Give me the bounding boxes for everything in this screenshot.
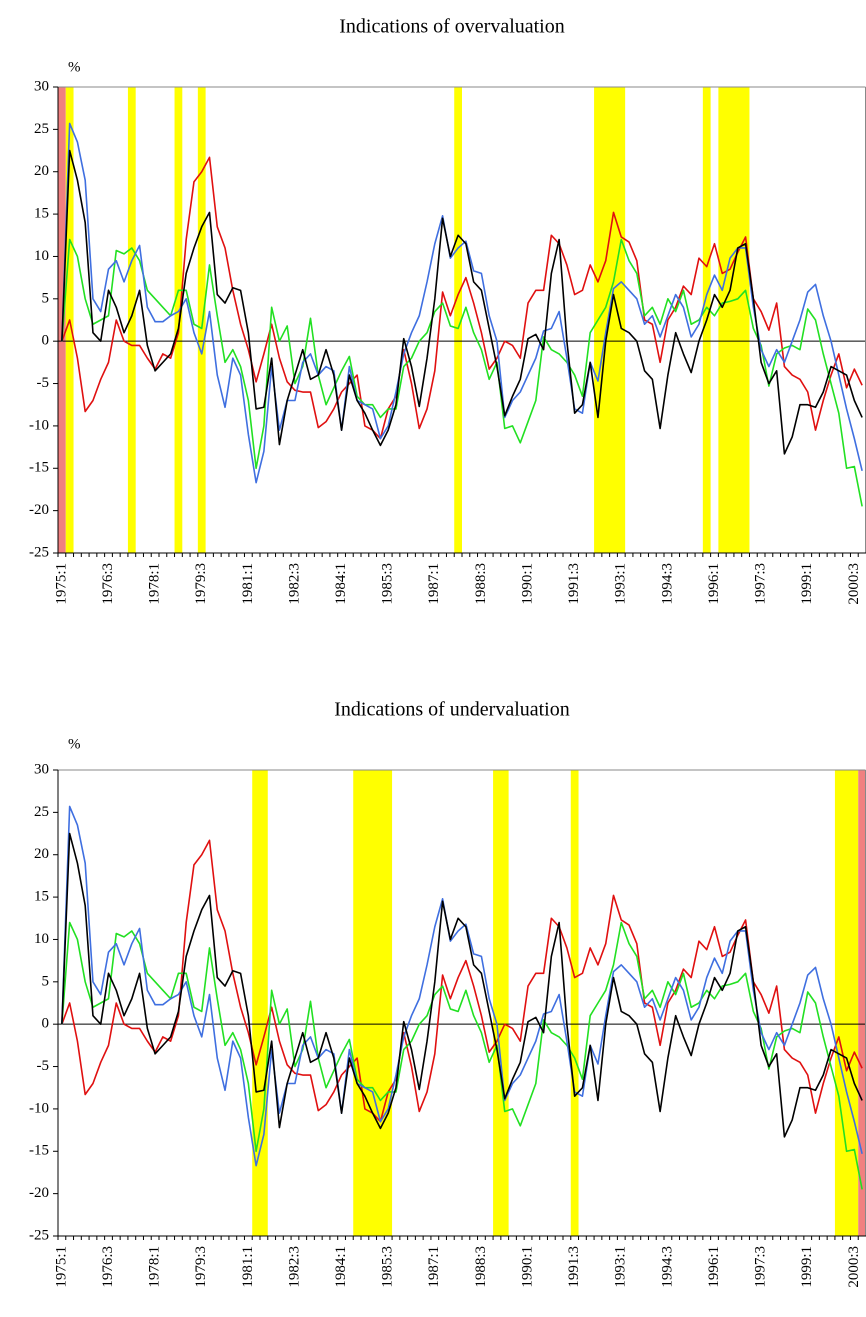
x-tick-label: 1975:1 bbox=[53, 563, 69, 605]
y-tick-label: -5 bbox=[37, 375, 50, 391]
x-tick-label: 1987:1 bbox=[426, 1246, 442, 1288]
x-tick-label: 1978:1 bbox=[147, 563, 163, 605]
x-tick-label: 1978:1 bbox=[147, 1246, 163, 1288]
y-axis-label: % bbox=[68, 736, 81, 752]
x-tick-label: 1994:3 bbox=[659, 563, 675, 605]
shaded-band bbox=[174, 87, 183, 553]
x-tick-label: 1981:1 bbox=[240, 563, 256, 605]
y-tick-label: 15 bbox=[34, 206, 49, 222]
chart-title: Indications of undervaluation bbox=[334, 699, 570, 721]
y-tick-label: -20 bbox=[29, 1185, 49, 1201]
shaded-band bbox=[570, 770, 579, 1236]
shaded-band bbox=[454, 87, 462, 553]
chart: Indications of undervaluation% -25 -20 -15 -… bbox=[29, 699, 866, 1288]
x-tick-label: 1999:1 bbox=[799, 1246, 815, 1288]
y-tick-label: -15 bbox=[29, 460, 49, 476]
y-tick-label: -5 bbox=[37, 1058, 50, 1074]
x-tick-label: 1985:3 bbox=[380, 563, 396, 605]
x-tick-label: 1984:1 bbox=[333, 1246, 349, 1288]
x-tick-label: 1975:1 bbox=[53, 1246, 69, 1288]
y-tick-label: 10 bbox=[34, 248, 49, 264]
y-tick-label: 25 bbox=[34, 804, 49, 820]
x-tick-label: 1985:3 bbox=[380, 1246, 396, 1288]
y-tick-label: 30 bbox=[34, 761, 49, 777]
shaded-band bbox=[127, 87, 136, 553]
x-tick-label: 1990:1 bbox=[519, 563, 535, 605]
y-tick-label: -20 bbox=[29, 502, 49, 518]
shaded-band bbox=[353, 770, 393, 1236]
x-tick-label: 2000:3 bbox=[846, 1246, 862, 1288]
y-tick-label: -10 bbox=[29, 1100, 49, 1116]
x-tick-label: 1976:3 bbox=[100, 563, 116, 605]
y-tick-label: -15 bbox=[29, 1143, 49, 1159]
y-tick-label: 0 bbox=[42, 333, 50, 349]
series-line bbox=[61, 839, 863, 1123]
series-line bbox=[61, 805, 863, 1167]
series-line bbox=[61, 149, 863, 455]
x-tick-label: 1993:1 bbox=[613, 563, 629, 605]
series-line bbox=[61, 122, 863, 484]
y-tick-label: 25 bbox=[34, 121, 49, 137]
x-tick-label: 1982:3 bbox=[286, 563, 302, 605]
x-tick-label: 1991:3 bbox=[566, 1246, 582, 1288]
y-tick-label: -25 bbox=[29, 1227, 49, 1243]
x-tick-label: 1979:3 bbox=[193, 1246, 209, 1288]
shaded-band bbox=[197, 87, 206, 553]
series-line bbox=[61, 921, 863, 1190]
x-tick-label: 1997:3 bbox=[753, 1246, 769, 1288]
x-tick-label: 1994:3 bbox=[659, 1246, 675, 1288]
y-tick-label: 20 bbox=[34, 846, 49, 862]
y-tick-label: 10 bbox=[34, 931, 49, 947]
x-tick-label: 1996:1 bbox=[706, 563, 722, 605]
chart-title: Indications of overvaluation bbox=[339, 16, 565, 38]
x-tick-label: 1988:3 bbox=[473, 563, 489, 605]
shaded-band bbox=[252, 770, 268, 1236]
y-axis-label: % bbox=[68, 59, 81, 75]
series-line bbox=[61, 832, 863, 1138]
y-tick-label: 5 bbox=[42, 290, 50, 306]
x-tick-label: 2000:3 bbox=[846, 563, 862, 605]
shaded-band bbox=[858, 770, 866, 1236]
x-tick-label: 1991:3 bbox=[566, 563, 582, 605]
x-tick-label: 1990:1 bbox=[519, 1246, 535, 1288]
x-tick-label: 1982:3 bbox=[286, 1246, 302, 1288]
x-tick-label: 1987:1 bbox=[426, 563, 442, 605]
x-tick-label: 1999:1 bbox=[799, 563, 815, 605]
y-tick-label: 0 bbox=[42, 1016, 50, 1032]
y-tick-label: 20 bbox=[34, 163, 49, 179]
y-tick-label: -25 bbox=[29, 544, 49, 560]
x-tick-label: 1993:1 bbox=[613, 1246, 629, 1288]
x-tick-label: 1981:1 bbox=[240, 1246, 256, 1288]
shaded-band bbox=[718, 87, 750, 553]
series-line bbox=[61, 238, 863, 507]
x-tick-label: 1976:3 bbox=[100, 1246, 116, 1288]
series-line bbox=[61, 156, 863, 440]
chart: Indications of overvaluation% -25 -20 -15 -1… bbox=[29, 16, 866, 605]
x-tick-label: 1997:3 bbox=[753, 563, 769, 605]
shaded-band bbox=[493, 770, 509, 1236]
x-tick-label: 1984:1 bbox=[333, 563, 349, 605]
x-tick-label: 1979:3 bbox=[193, 563, 209, 605]
shaded-band bbox=[834, 770, 859, 1236]
y-tick-label: -10 bbox=[29, 417, 49, 433]
y-tick-label: 15 bbox=[34, 889, 49, 905]
x-tick-label: 1996:1 bbox=[706, 1246, 722, 1288]
x-tick-label: 1988:3 bbox=[473, 1246, 489, 1288]
y-tick-label: 5 bbox=[42, 973, 50, 989]
y-tick-label: 30 bbox=[34, 78, 49, 94]
